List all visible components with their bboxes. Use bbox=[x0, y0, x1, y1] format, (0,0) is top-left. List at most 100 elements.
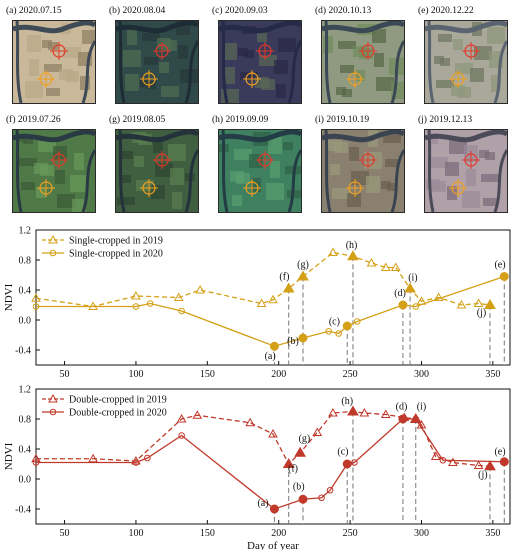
point-annotation-label: (b) bbox=[293, 482, 305, 493]
satellite-image bbox=[424, 129, 508, 213]
panel-caption: (a) 2020.07.15 bbox=[6, 6, 62, 16]
y-tick-label: 0.0 bbox=[19, 475, 32, 486]
highlight-point bbox=[398, 300, 408, 310]
crosshair-orange-icon bbox=[346, 70, 364, 88]
legend-label: Double-cropped in 2020 bbox=[69, 408, 167, 419]
crosshair-red-icon bbox=[359, 42, 377, 60]
x-axis-label: Day of year bbox=[247, 540, 299, 550]
satellite-image bbox=[12, 129, 96, 213]
data-point-circle bbox=[146, 300, 154, 307]
y-tick-label: 0.8 bbox=[19, 256, 32, 267]
highlight-point bbox=[282, 458, 295, 468]
crosshair-orange-icon bbox=[449, 179, 467, 197]
data-point-triangle bbox=[390, 262, 401, 271]
data-point-circle bbox=[353, 318, 361, 325]
data-point-triangle bbox=[328, 247, 338, 256]
x-tick-label: 100 bbox=[128, 528, 143, 539]
crosshair-red-icon bbox=[256, 42, 274, 60]
point-annotation-label: (c) bbox=[337, 446, 348, 457]
highlight-point bbox=[269, 504, 279, 514]
satellite-image bbox=[115, 20, 199, 104]
satellite-image bbox=[218, 20, 302, 104]
point-annotation-label: (b) bbox=[287, 336, 299, 347]
data-point-triangle bbox=[473, 460, 484, 469]
image-panel: (d) 2020.10.13 bbox=[315, 6, 413, 104]
data-point-triangle bbox=[380, 262, 391, 271]
crosshair-red-icon bbox=[153, 151, 171, 169]
x-tick-label: 200 bbox=[271, 369, 286, 380]
crosshair-red-icon bbox=[462, 151, 480, 169]
satellite-image bbox=[321, 20, 405, 104]
crosshair-orange-icon bbox=[37, 70, 55, 88]
point-annotation-label: (a) bbox=[265, 351, 276, 362]
highlight-point bbox=[294, 446, 307, 457]
crosshair-orange-icon bbox=[243, 179, 261, 197]
highlight-point bbox=[499, 457, 509, 467]
data-point-triangle bbox=[192, 410, 203, 419]
data-point-circle bbox=[32, 459, 40, 466]
series-line bbox=[36, 275, 505, 347]
data-point-triangle bbox=[328, 407, 338, 417]
legend-marker bbox=[48, 234, 58, 244]
point-annotation-label: (i) bbox=[417, 401, 426, 412]
satellite-image bbox=[424, 20, 508, 104]
y-tick-label: 0.4 bbox=[19, 286, 32, 297]
highlight-point bbox=[347, 250, 359, 261]
panel-caption: (j) 2019.12.13 bbox=[418, 115, 473, 125]
data-point-triangle bbox=[456, 299, 467, 309]
crosshair-red-icon bbox=[359, 151, 377, 169]
panel-caption: (d) 2020.10.13 bbox=[315, 6, 372, 16]
point-annotation-label: (e) bbox=[494, 446, 505, 457]
x-tick-label: 200 bbox=[271, 528, 286, 539]
x-tick-label: 250 bbox=[343, 369, 358, 380]
data-point-circle bbox=[32, 303, 40, 310]
point-annotation-label: (f) bbox=[279, 272, 289, 283]
data-point-triangle bbox=[31, 453, 41, 463]
image-panel: (j) 2019.12.13 bbox=[418, 115, 516, 213]
data-point-triangle bbox=[433, 292, 444, 301]
panel-caption: (e) 2020.12.22 bbox=[418, 6, 474, 16]
data-point-circle bbox=[351, 459, 358, 466]
ndvi-chart-single-cropped: -0.4 0.0 0.4 0.8 1.2 50 100 150 200 250 300 350 NDVI… bbox=[3, 226, 511, 380]
crosshair-red-icon bbox=[50, 42, 68, 60]
data-point-triangle bbox=[430, 451, 441, 460]
data-point-circle bbox=[412, 303, 420, 310]
data-point-circle bbox=[132, 303, 140, 310]
x-tick-label: 150 bbox=[200, 528, 215, 539]
x-tick-label: 300 bbox=[414, 528, 429, 539]
data-point-triangle bbox=[176, 413, 187, 423]
point-annotation-label: (f) bbox=[288, 464, 298, 475]
crosshair-orange-icon bbox=[449, 70, 467, 88]
crosshair-red-icon bbox=[256, 151, 274, 169]
data-point-triangle bbox=[88, 453, 98, 463]
highlight-point bbox=[404, 282, 416, 293]
image-panel: (c) 2020.09.03 bbox=[212, 6, 310, 104]
data-point-circle bbox=[318, 494, 325, 502]
legend-marker bbox=[49, 408, 57, 416]
point-annotation-label: (j) bbox=[477, 308, 486, 319]
series-line bbox=[36, 418, 505, 510]
data-point-circle bbox=[144, 454, 151, 462]
legend-label: Single-cropped in 2019 bbox=[69, 236, 163, 247]
crosshair-orange-icon bbox=[140, 70, 158, 88]
data-point-circle bbox=[439, 456, 447, 464]
satellite-image bbox=[12, 20, 96, 104]
y-axis-label: NDVI bbox=[3, 283, 15, 311]
legend-marker bbox=[49, 249, 57, 257]
point-annotation-label: (a) bbox=[257, 498, 268, 509]
legend-label: Double-cropped in 2019 bbox=[69, 395, 167, 406]
satellite-imagery-grid: (a) 2020.07.15 (b) 2020.08.04 (c) 2020.09.… bbox=[0, 0, 522, 222]
data-point-triangle bbox=[366, 257, 377, 267]
highlight-point bbox=[484, 299, 496, 309]
x-tick-label: 250 bbox=[343, 528, 358, 539]
highlight-point bbox=[398, 414, 408, 424]
image-panel: (f) 2019.07.26 bbox=[6, 115, 104, 213]
data-point-triangle bbox=[268, 428, 278, 438]
crosshair-orange-icon bbox=[243, 70, 261, 88]
satellite-image bbox=[218, 129, 302, 213]
data-point-triangle bbox=[173, 292, 184, 301]
plot-frame bbox=[35, 388, 511, 525]
image-panel: (i) 2019.10.19 bbox=[315, 115, 413, 213]
panel-caption: (c) 2020.09.03 bbox=[212, 6, 268, 16]
crosshair-orange-icon bbox=[37, 179, 55, 197]
